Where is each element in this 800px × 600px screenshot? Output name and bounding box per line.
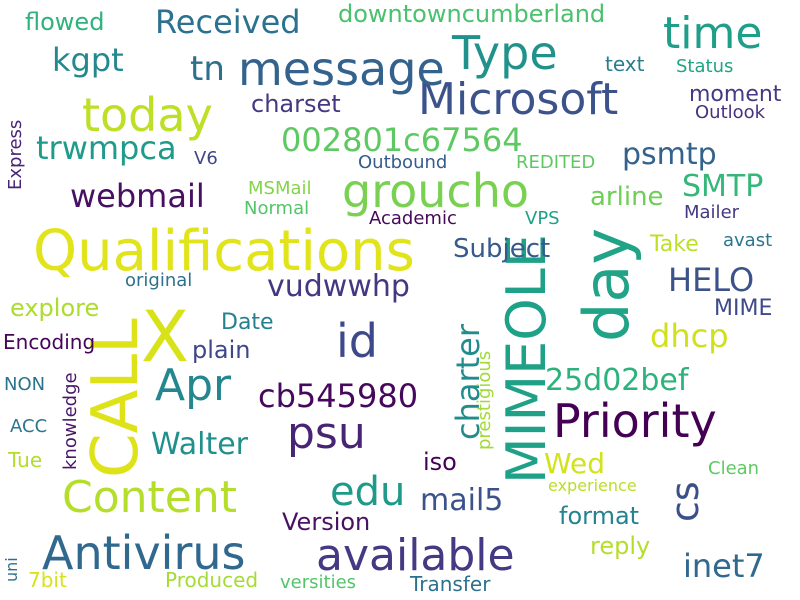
word-smtp: SMTP xyxy=(682,169,764,204)
word-priority: Priority xyxy=(553,394,717,448)
word-apr: Apr xyxy=(155,360,232,411)
word-tue: Tue xyxy=(8,448,43,472)
word-format: format xyxy=(559,502,640,530)
word-normal: Normal xyxy=(244,198,310,219)
word-kgpt: kgpt xyxy=(52,41,124,79)
word-outlook: Outlook xyxy=(695,102,766,123)
word-flowed: flowed xyxy=(25,8,105,36)
word-day: day xyxy=(570,227,643,342)
word-downtowncumberland: downtowncumberland xyxy=(338,0,606,28)
word-x: X xyxy=(141,296,189,378)
word-uni: uni xyxy=(2,557,21,582)
word-webmail: webmail xyxy=(70,177,205,215)
word-encoding: Encoding xyxy=(3,330,96,354)
word-antivirus: Antivirus xyxy=(42,526,246,580)
word-original: original xyxy=(125,270,193,291)
word-reply: reply xyxy=(590,532,651,560)
word-msmail: MSMail xyxy=(248,178,312,199)
word-cb545980: cb545980 xyxy=(258,377,419,415)
word-002801c67564: 002801c67564 xyxy=(281,121,523,159)
word-groucho: groucho xyxy=(342,164,529,218)
word-arline: arline xyxy=(590,182,664,212)
word-experience: experience xyxy=(548,476,637,495)
word-wed: Wed xyxy=(544,447,606,480)
word-time: time xyxy=(663,8,763,59)
word-versities: versities xyxy=(280,572,357,593)
word-produced: Produced xyxy=(165,568,259,592)
word-cs: cs xyxy=(663,481,707,522)
word-take: Take xyxy=(650,232,699,257)
word-available: available xyxy=(316,530,515,581)
word-id: id xyxy=(336,314,378,368)
word-microsoft: Microsoft xyxy=(418,74,619,125)
word-moment: moment xyxy=(689,82,782,107)
word-v6: V6 xyxy=(194,148,218,169)
word-dhcp: dhcp xyxy=(650,317,729,355)
word-charset: charset xyxy=(251,90,341,118)
word-transfer: Transfer xyxy=(410,572,491,596)
word-academic: Academic xyxy=(369,208,457,229)
word-qualifications: Qualifications xyxy=(33,219,415,284)
word-explore: explore xyxy=(10,294,100,322)
word-inet7: inet7 xyxy=(683,547,765,585)
word-helo: HELO xyxy=(668,261,755,299)
word-type: Type xyxy=(452,26,558,80)
word-version: Version xyxy=(282,508,371,536)
word-mail5: mail5 xyxy=(420,483,504,518)
word-content: Content xyxy=(62,472,237,523)
word-today: today xyxy=(82,88,213,142)
word-avast: avast xyxy=(723,230,773,251)
word-walter: Walter xyxy=(151,427,249,462)
word-25d02bef: 25d02bef xyxy=(545,363,689,398)
word-trwmpca: trwmpca xyxy=(36,129,177,167)
word-received: Received xyxy=(155,3,301,41)
word-prestigious: prestigious xyxy=(474,350,495,450)
word-redited: REDITED xyxy=(516,152,596,173)
word-clean: Clean xyxy=(708,458,760,479)
word-message: message xyxy=(238,42,445,96)
word-vudwwhp: vudwwhp xyxy=(267,269,410,304)
word-7bit: 7bit xyxy=(28,568,67,592)
word-non: NON xyxy=(4,374,46,395)
word-status: Status xyxy=(676,56,734,77)
word-knowledge: knowledge xyxy=(60,372,81,470)
word-tn: tn xyxy=(190,49,225,89)
word-date: Date xyxy=(221,310,274,335)
word-plain: plain xyxy=(192,336,251,364)
word-subject: Subject xyxy=(453,234,551,264)
word-mime: MIME xyxy=(714,296,773,321)
word-outbound: Outbound xyxy=(358,152,448,173)
word-vps: VPS xyxy=(525,208,560,229)
word-mailer: Mailer xyxy=(684,202,740,223)
word-express: Express xyxy=(5,119,26,190)
word-iso: iso xyxy=(423,448,457,476)
word-psmtp: psmtp xyxy=(622,137,717,172)
word-text: text xyxy=(605,52,645,76)
word-psu: psu xyxy=(287,408,366,459)
word-edu: edu xyxy=(330,469,406,515)
word-acc: ACC xyxy=(10,416,48,437)
